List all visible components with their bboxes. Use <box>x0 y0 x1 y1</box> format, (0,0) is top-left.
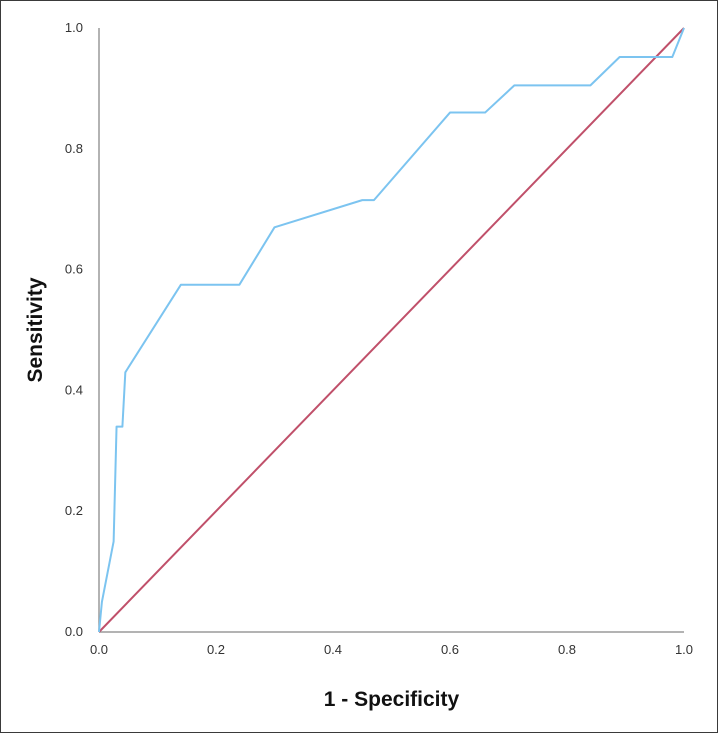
x-tick-label: 0.8 <box>558 642 576 657</box>
axes <box>98 28 684 633</box>
y-tick-label: 0.0 <box>65 624 83 639</box>
x-tick-label: 0.0 <box>90 642 108 657</box>
y-tick-label: 0.2 <box>65 503 83 518</box>
y-tick-label: 1.0 <box>65 20 83 35</box>
y-tick-label: 0.6 <box>65 262 83 277</box>
x-axis-title: 1 - Specificity <box>324 688 460 711</box>
y-tick-label: 0.8 <box>65 141 83 156</box>
series-layer <box>98 27 685 633</box>
x-tick-label: 0.2 <box>207 642 225 657</box>
y-tick-labels: 0.0 0.2 0.4 0.6 0.8 1.0 <box>65 20 83 639</box>
y-tick-label: 0.4 <box>65 382 83 397</box>
roc-curve-line <box>98 27 685 633</box>
y-axis-title: Sensitivity <box>24 277 47 382</box>
x-tick-label: 0.4 <box>324 642 342 657</box>
x-tick-label: 0.6 <box>441 642 459 657</box>
x-tick-label: 1.0 <box>675 642 693 657</box>
reference-diagonal-line <box>98 27 685 633</box>
x-tick-labels: 0.0 0.2 0.4 0.6 0.8 1.0 <box>90 642 693 657</box>
